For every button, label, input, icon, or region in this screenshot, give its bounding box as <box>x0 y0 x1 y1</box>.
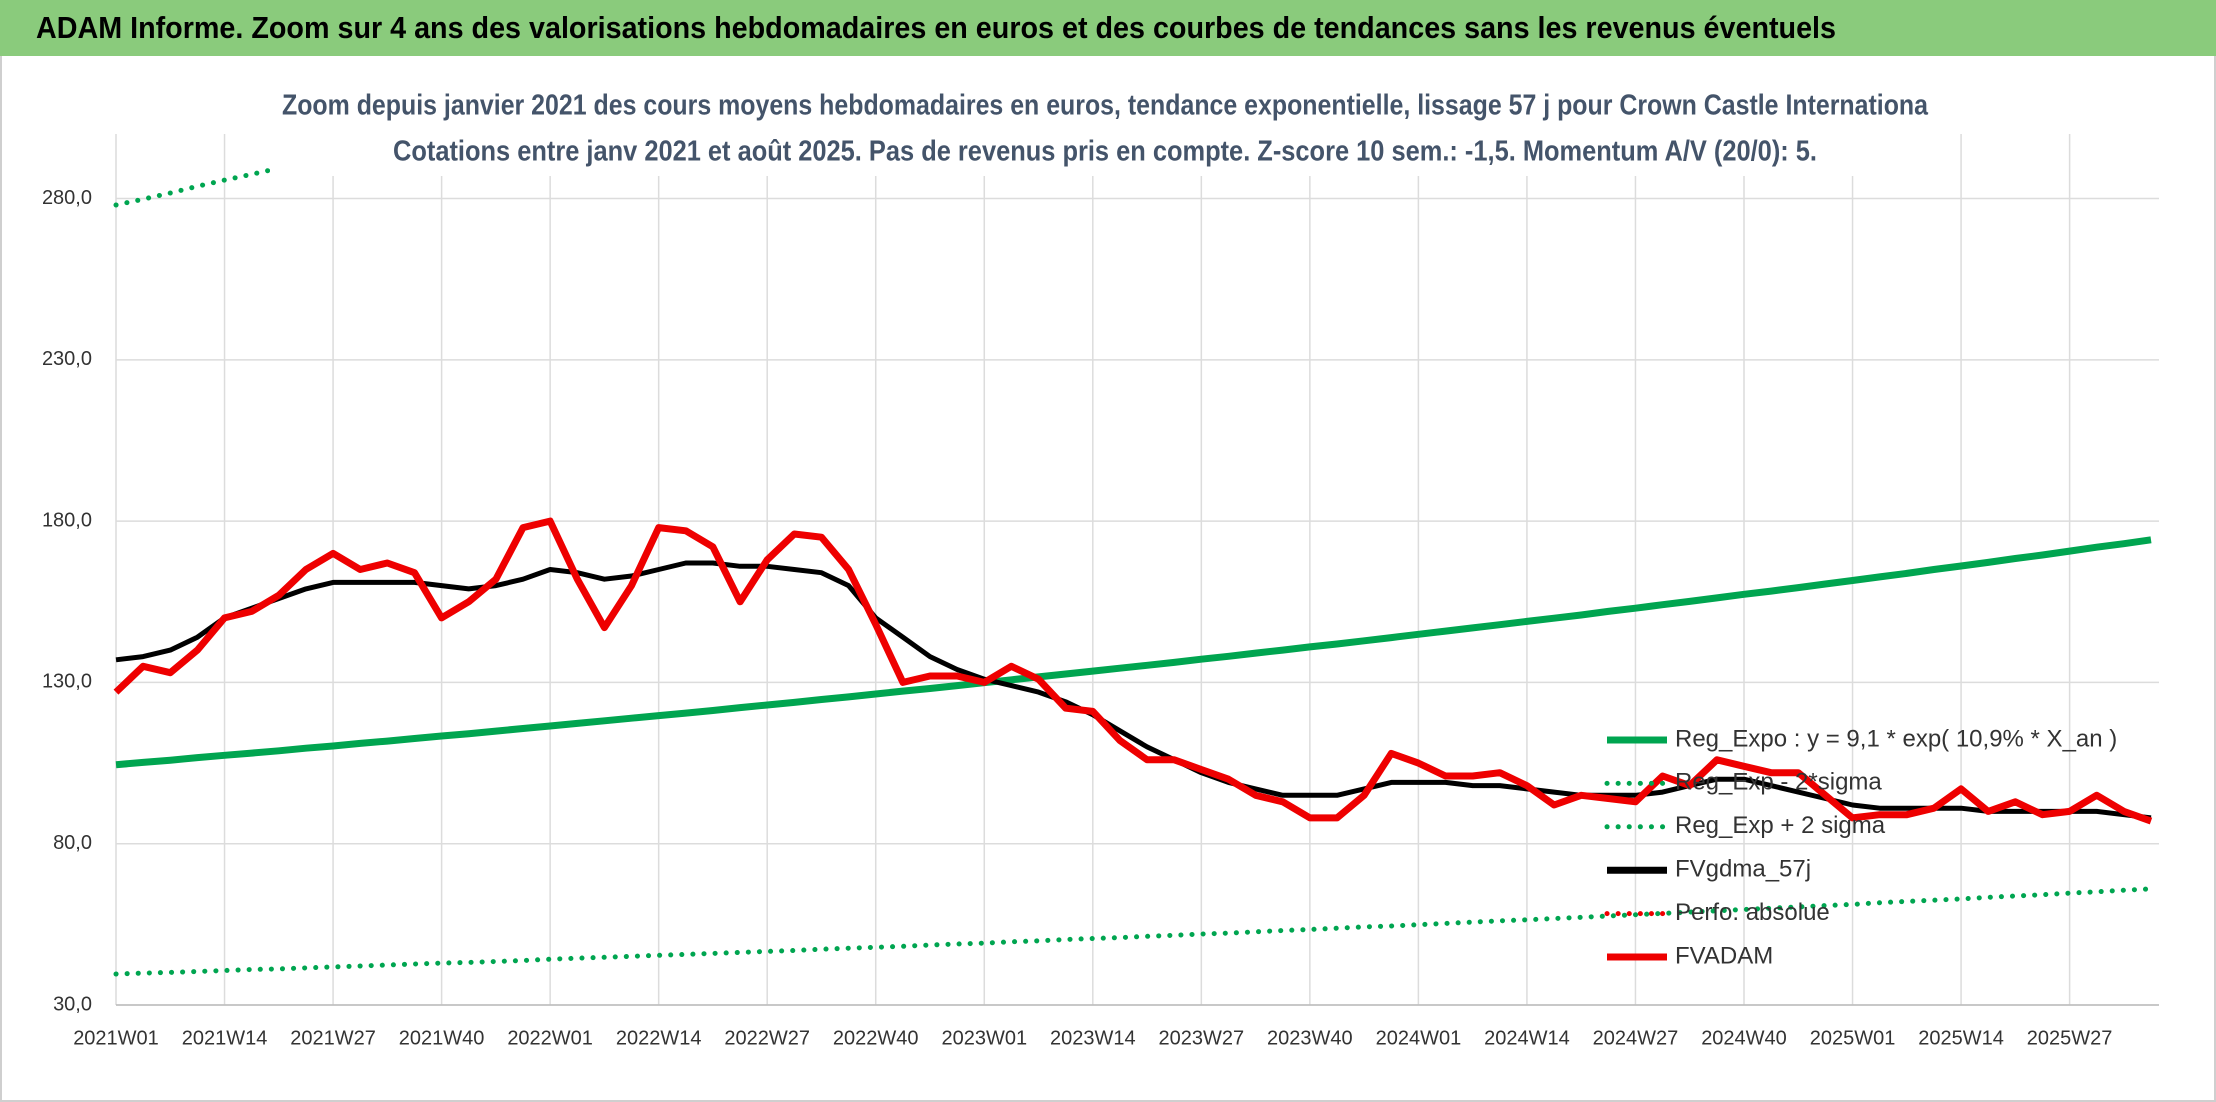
x-tick-label: 2025W01 <box>1810 1027 1896 1049</box>
legend-label: Reg_Exp + 2 sigma <box>1675 812 1886 839</box>
x-tick-label: 2023W01 <box>941 1027 1027 1049</box>
y-tick-label: 130,0 <box>42 671 92 693</box>
y-tick-label: 30,0 <box>53 993 92 1015</box>
chart-subtitle: Cotations entre janv 2021 et août 2025. … <box>393 136 1817 168</box>
legend-label: FVgdma_57j <box>1675 856 1811 883</box>
x-tick-label: 2023W14 <box>1050 1027 1136 1049</box>
legend-label: Reg_Expo : y = 9,1 * exp( 10,9% * X_an ) <box>1675 725 2117 752</box>
x-tick-label: 2021W40 <box>399 1027 485 1049</box>
y-tick-label: 80,0 <box>53 832 92 854</box>
y-tick-label: 280,0 <box>42 187 92 209</box>
x-tick-label: 2025W27 <box>2027 1027 2113 1049</box>
series-line <box>115 560 2152 821</box>
x-tick-label: 2023W40 <box>1267 1027 1353 1049</box>
legend: Reg_Expo : y = 9,1 * exp( 10,9% * X_an )… <box>1604 725 2117 969</box>
x-tick-label: 2022W40 <box>833 1027 919 1049</box>
legend-label: Perfo. absolue <box>1675 899 1830 926</box>
x-tick-label: 2022W01 <box>507 1027 593 1049</box>
series-line <box>113 517 2153 825</box>
chart-title: Zoom depuis janvier 2021 des cours moyen… <box>282 90 1929 122</box>
x-tick-label: 2024W27 <box>1593 1027 1679 1049</box>
header-bar <box>0 0 2216 56</box>
legend-label: Reg_Exp - 2*sigma <box>1675 769 1882 796</box>
legend-label: FVADAM <box>1675 942 1773 969</box>
x-tick-label: 2024W14 <box>1484 1027 1570 1049</box>
x-tick-label: 2021W01 <box>73 1027 159 1049</box>
series-line <box>115 536 2152 769</box>
x-tick-label: 2024W40 <box>1701 1027 1787 1049</box>
x-tick-label: 2021W27 <box>290 1027 376 1049</box>
x-tick-label: 2024W01 <box>1376 1027 1462 1049</box>
header-title: ADAM Informe. Zoom sur 4 ans des valoris… <box>36 10 1836 45</box>
x-tick-label: 2022W14 <box>616 1027 702 1049</box>
y-tick-label: 230,0 <box>42 348 92 370</box>
x-tick-label: 2023W27 <box>1159 1027 1245 1049</box>
x-tick-label: 2022W27 <box>724 1027 810 1049</box>
title-box <box>270 80 1940 176</box>
series-line <box>113 886 2154 977</box>
x-tick-label: 2025W14 <box>1918 1027 2004 1049</box>
plot-area: 30,0 80,0 130,0 180,0 230,0 280,0 2021W01 2021W… <box>42 134 2159 1049</box>
y-tick-label: 180,0 <box>42 509 92 531</box>
x-tick-label: 2021W14 <box>182 1027 268 1049</box>
